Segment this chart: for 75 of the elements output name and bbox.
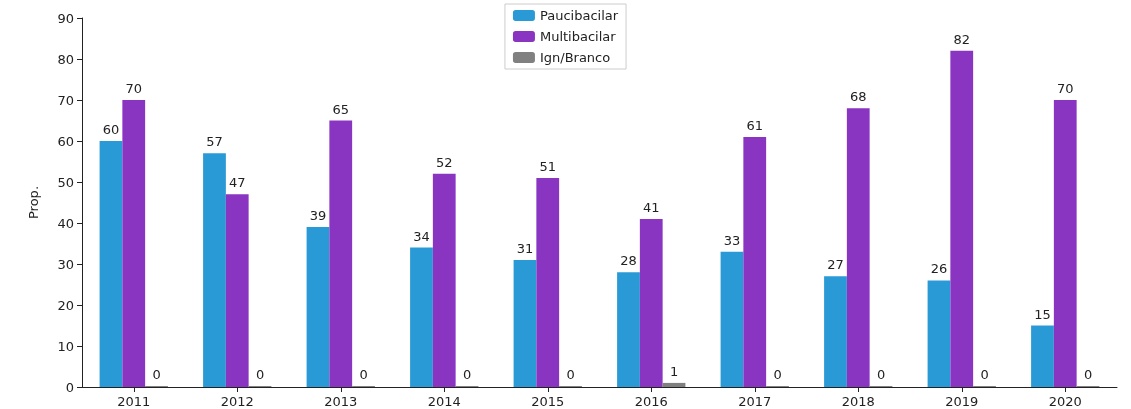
bar bbox=[743, 136, 767, 387]
y-tick-label: 20 bbox=[57, 297, 74, 313]
x-tick-label: 2014 bbox=[427, 394, 461, 409]
data-label: 57 bbox=[206, 134, 223, 150]
bar bbox=[824, 276, 847, 387]
data-label: 1 bbox=[669, 363, 679, 379]
bar bbox=[927, 280, 951, 387]
x-tick-label: 2012 bbox=[220, 394, 254, 409]
bar bbox=[306, 227, 330, 387]
y-tick-label: 80 bbox=[57, 51, 74, 67]
y-tick-label: 0 bbox=[65, 379, 74, 395]
bar bbox=[617, 272, 640, 387]
bar bbox=[329, 120, 353, 387]
bar bbox=[122, 100, 146, 387]
data-label: 33 bbox=[723, 232, 741, 248]
bar bbox=[639, 218, 663, 387]
data-label: 60 bbox=[102, 122, 120, 137]
data-label: 31 bbox=[516, 240, 534, 256]
x-tick-label: 2017 bbox=[738, 394, 772, 409]
legend-label: Multibacilar bbox=[539, 29, 617, 44]
data-label: 0 bbox=[359, 367, 368, 382]
y-tick-label: 40 bbox=[57, 215, 74, 231]
data-label: 0 bbox=[462, 367, 472, 382]
data-label: 0 bbox=[566, 367, 575, 382]
data-label: 51 bbox=[539, 158, 557, 174]
data-label: 52 bbox=[435, 154, 453, 170]
bar bbox=[410, 247, 433, 387]
y-tick-label: 60 bbox=[57, 133, 74, 149]
data-label: 68 bbox=[849, 89, 867, 105]
bar bbox=[950, 50, 974, 387]
data-label: 15 bbox=[1034, 306, 1051, 322]
legend-label: Ign/Branco bbox=[539, 50, 611, 65]
bar bbox=[1053, 100, 1077, 387]
data-label: 61 bbox=[746, 117, 764, 133]
data-label: 0 bbox=[773, 367, 782, 382]
data-label: 47 bbox=[228, 175, 246, 191]
data-label: 28 bbox=[620, 253, 637, 269]
bar bbox=[203, 153, 226, 387]
y-tick-label: 70 bbox=[57, 92, 74, 108]
x-tick-label: 2013 bbox=[324, 394, 358, 409]
x-tick-label: 2020 bbox=[1048, 394, 1082, 409]
data-label: 41 bbox=[642, 199, 660, 215]
data-label: 27 bbox=[827, 257, 844, 273]
x-tick-label: 2011 bbox=[117, 394, 151, 409]
data-label: 70 bbox=[1056, 81, 1074, 96]
bar bbox=[720, 251, 744, 387]
legend-label: Paucibacilar bbox=[539, 8, 619, 23]
bar bbox=[536, 177, 560, 387]
y-tick-label: 10 bbox=[57, 338, 74, 354]
data-label: 82 bbox=[953, 31, 971, 47]
bar bbox=[846, 108, 870, 387]
data-label: 39 bbox=[309, 208, 327, 224]
data-label: 0 bbox=[152, 367, 161, 382]
x-tick-label: 2015 bbox=[531, 394, 565, 409]
y-tick-label: 90 bbox=[57, 10, 74, 26]
data-label: 70 bbox=[125, 81, 143, 96]
x-tick-label: 2016 bbox=[634, 394, 668, 409]
data-label: 26 bbox=[930, 261, 948, 277]
x-tick-label: 2018 bbox=[841, 394, 875, 409]
y-tick-label: 50 bbox=[57, 174, 74, 190]
bar bbox=[662, 382, 686, 387]
bar bbox=[99, 141, 123, 387]
data-label: 0 bbox=[255, 367, 265, 382]
data-label: 34 bbox=[413, 228, 430, 244]
y-tick-label: 30 bbox=[57, 256, 74, 272]
data-label: 0 bbox=[980, 367, 989, 382]
y-axis-title: Prop. bbox=[26, 185, 41, 220]
bar bbox=[513, 259, 537, 387]
bar bbox=[225, 194, 249, 387]
bar bbox=[1031, 325, 1054, 387]
bar bbox=[432, 173, 456, 387]
data-label: 0 bbox=[876, 367, 886, 382]
data-label: 65 bbox=[332, 101, 350, 117]
data-label: 0 bbox=[1083, 367, 1093, 382]
x-tick-label: 2019 bbox=[945, 394, 979, 409]
